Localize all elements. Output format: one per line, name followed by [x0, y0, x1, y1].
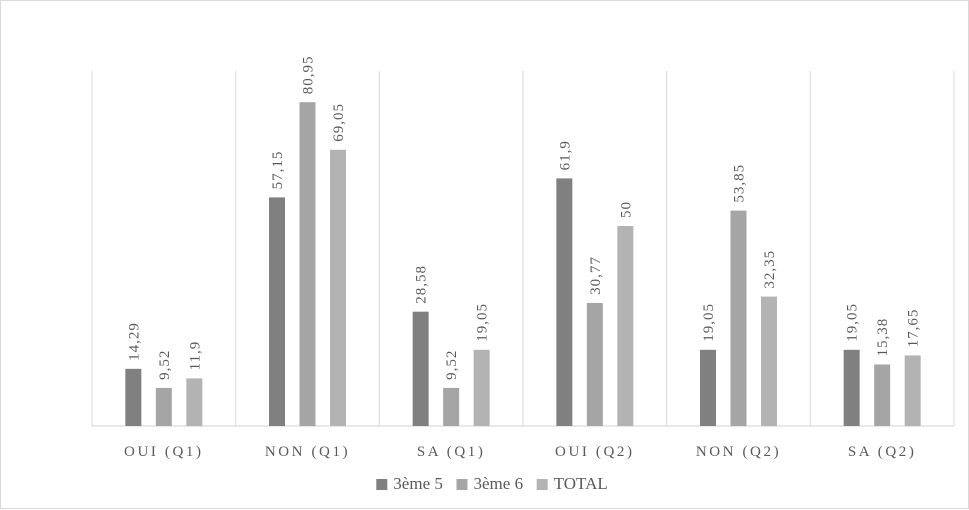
category-label: NON (Q2): [696, 444, 781, 460]
data-label: 9,52: [157, 350, 173, 380]
data-label: 69,05: [331, 103, 347, 142]
bar: [186, 378, 203, 426]
category-label: SA (Q1): [417, 444, 486, 460]
bar: [155, 387, 172, 426]
category-labels: OUI (Q1) NON (Q1) SA (Q1) OUI (Q2) NON (Q2) S…: [124, 444, 917, 460]
grid-lines: [91, 71, 955, 427]
legend: 3ème 5 3ème 6 TOTAL: [376, 474, 608, 493]
data-label: 53,85: [732, 164, 748, 203]
data-label: 19,05: [845, 303, 861, 342]
data-label: 19,05: [701, 303, 717, 342]
bar: [874, 364, 891, 426]
category-label: NON (Q1): [265, 444, 350, 460]
data-label: 28,58: [414, 265, 430, 304]
bar: [843, 349, 860, 426]
legend-swatch: [456, 479, 468, 490]
data-label: 19,05: [475, 303, 491, 342]
bar: [730, 210, 747, 426]
data-label: 15,38: [875, 318, 891, 357]
bar: [443, 387, 460, 426]
data-label: 61,9: [557, 140, 573, 170]
data-label: 32,35: [762, 250, 778, 289]
data-label: 50: [618, 201, 634, 218]
bar: [700, 349, 716, 426]
data-label: 14,29: [126, 322, 142, 361]
data-label: 30,77: [588, 256, 604, 295]
data-label: 9,52: [444, 350, 460, 380]
bar: [125, 368, 142, 426]
legend-label: 3ème 5: [393, 474, 443, 493]
data-labels: 14,29 9,52 11,9 57,15 80,95 69,05 28,58 9,52 19,…: [126, 55, 921, 379]
bar: [617, 226, 634, 426]
data-label: 57,15: [270, 151, 286, 190]
category-label: OUI (Q2): [555, 444, 635, 460]
category-label: OUI (Q1): [124, 444, 204, 460]
bar: [412, 311, 429, 426]
bar: [299, 102, 316, 426]
bar: [269, 197, 285, 426]
legend-swatch: [376, 479, 388, 490]
data-label: 11,9: [187, 341, 203, 371]
legend-swatch: [536, 479, 548, 490]
bar: [473, 349, 490, 426]
bars: [125, 102, 921, 427]
bar: [556, 178, 573, 426]
data-label: 80,95: [301, 55, 317, 94]
data-label: 17,65: [906, 309, 922, 348]
bar: [586, 302, 603, 426]
bar: [761, 296, 777, 426]
bar: [904, 355, 921, 426]
bar: [330, 149, 346, 427]
legend-label: TOTAL: [554, 474, 608, 493]
legend-label: 3ème 6: [474, 474, 524, 493]
category-label: SA (Q2): [848, 444, 917, 460]
